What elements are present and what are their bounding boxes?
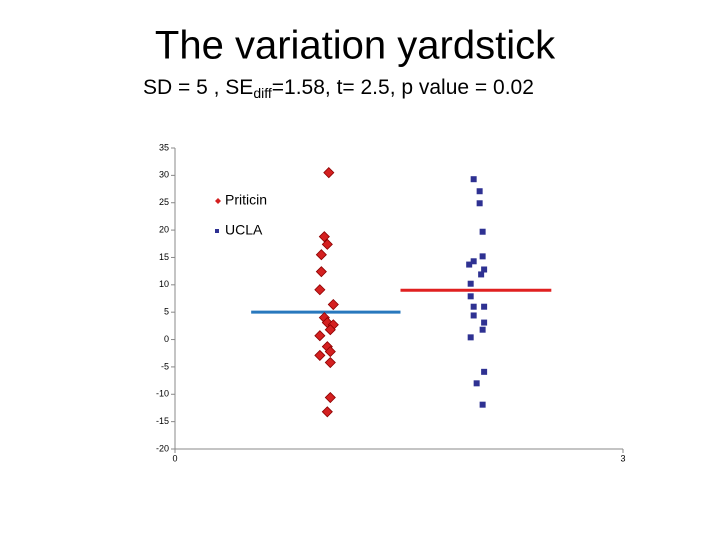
- point: [478, 271, 485, 278]
- point: [321, 238, 333, 250]
- y-tick-label: 25: [159, 197, 169, 207]
- point: [470, 176, 477, 183]
- point: [467, 293, 474, 300]
- subtitle: SD = 5 , SEdiff=1.58, t= 2.5, p value = …: [143, 76, 534, 101]
- subtitle-part: , SE: [208, 76, 254, 99]
- plot: -20 -15 -10 -5 0 5 10 15 20 25 30 35 0 3 Priticin UCLA: [156, 142, 626, 463]
- point: [321, 406, 333, 418]
- point: [314, 349, 326, 361]
- point: [476, 200, 483, 207]
- point: [467, 334, 474, 341]
- point: [324, 391, 336, 404]
- y-tick-label: 10: [159, 279, 169, 289]
- point: [473, 380, 480, 387]
- point: [470, 258, 477, 265]
- y-tick-label: 35: [159, 142, 169, 152]
- y-tick-label: 30: [159, 170, 169, 180]
- point: [481, 266, 488, 273]
- point: [466, 261, 473, 268]
- point: [324, 356, 336, 369]
- point: [324, 324, 336, 336]
- y-tick-label: -20: [156, 443, 169, 453]
- point: [470, 303, 477, 310]
- legend-label: Priticin: [225, 192, 267, 208]
- point: [470, 312, 477, 319]
- title: The variation yardstick: [155, 24, 556, 68]
- point: [323, 167, 335, 179]
- point: [476, 188, 483, 195]
- point: [481, 303, 488, 310]
- point: [318, 231, 330, 243]
- y-tick-label: -15: [156, 416, 169, 426]
- point: [479, 253, 486, 260]
- x-tick-label: 3: [620, 453, 625, 463]
- point: [479, 228, 486, 235]
- point: [314, 330, 326, 342]
- point: [479, 401, 486, 408]
- legend-label: UCLA: [225, 222, 263, 238]
- subtitle-subscript: diff: [253, 85, 272, 101]
- y-tick-label: -5: [161, 361, 169, 371]
- point: [327, 298, 339, 311]
- subtitle-part: =1.58, t= 2.5, p value = 0.02: [272, 76, 534, 99]
- legend-marker: [215, 198, 221, 204]
- point: [314, 284, 326, 296]
- point: [467, 280, 474, 287]
- point: [481, 368, 488, 375]
- point: [315, 249, 327, 261]
- point: [479, 326, 486, 333]
- point: [481, 319, 488, 326]
- x-tick-label: 0: [172, 453, 177, 463]
- y-tick-label: 0: [164, 334, 169, 344]
- y-tick-label: 5: [164, 307, 169, 317]
- y-tick-label: 15: [159, 252, 169, 262]
- point: [315, 266, 327, 278]
- y-tick-label: -10: [156, 389, 169, 399]
- legend-marker: [215, 229, 219, 233]
- y-tick-label: 20: [159, 224, 169, 234]
- point: [324, 346, 336, 358]
- subtitle-part: SD = 5: [143, 76, 208, 99]
